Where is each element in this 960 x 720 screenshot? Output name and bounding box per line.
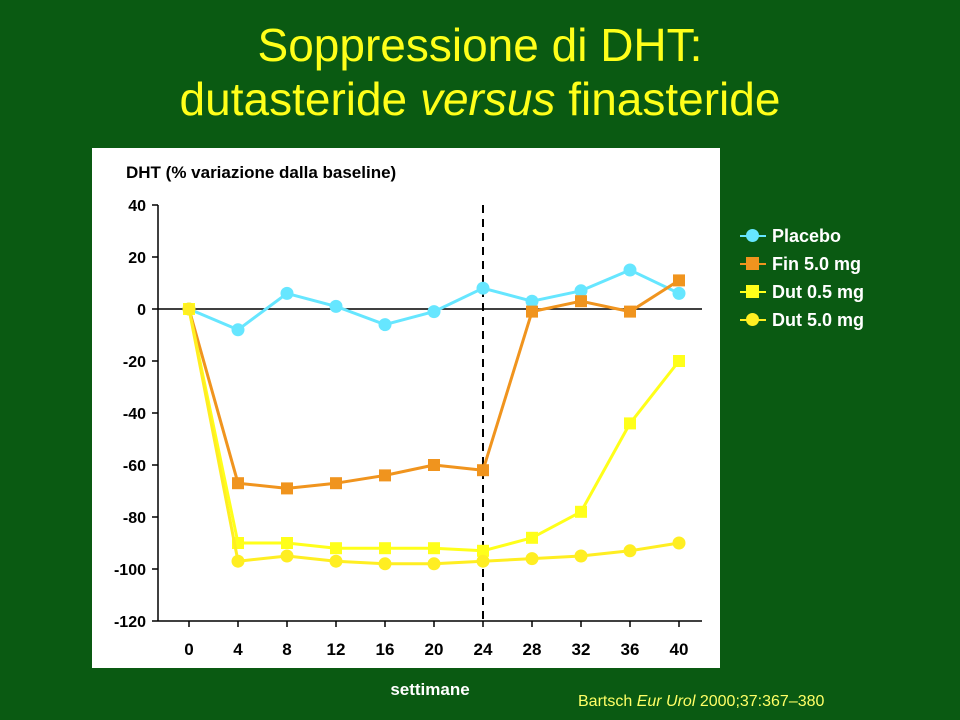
data-point — [232, 477, 244, 490]
data-point — [623, 544, 637, 558]
x-tick-label: 4 — [233, 640, 243, 659]
data-point — [428, 542, 440, 555]
data-point — [231, 323, 245, 337]
square-marker-icon — [746, 257, 759, 270]
data-point — [624, 305, 636, 318]
data-point — [477, 464, 489, 477]
series-line-1 — [188, 268, 680, 332]
legend-label: Dut 0.5 mg — [772, 282, 865, 302]
data-point — [525, 552, 539, 566]
data-point — [330, 477, 342, 490]
legend-label: Dut 5.0 mg — [772, 310, 865, 330]
data-point — [476, 281, 490, 295]
y-tick-label: -40 — [123, 406, 146, 423]
x-axis-label: settimane — [390, 680, 470, 699]
data-point — [476, 554, 490, 568]
legend-label: Fin 5.0 mg — [772, 254, 862, 274]
data-point — [280, 549, 294, 563]
title-line-2-italic: versus — [419, 73, 556, 125]
y-tick-label: -80 — [123, 510, 146, 527]
data-point — [329, 554, 343, 568]
citation: Bartsch Eur Urol 2000;37:367–380. — [578, 693, 829, 711]
citation-journal: Eur Urol — [636, 693, 696, 710]
series-line-3 — [187, 308, 681, 553]
y-tick-label: 0 — [137, 302, 146, 319]
title-line-1: Soppressione di DHT: — [257, 19, 703, 71]
square-marker-icon — [746, 285, 759, 298]
citation-ref: 2000;37:367–380 — [699, 693, 825, 710]
x-tick-label: 8 — [282, 640, 291, 659]
data-point — [427, 305, 441, 319]
data-point — [330, 542, 342, 555]
data-point — [526, 305, 538, 318]
x-tick-label: 32 — [572, 640, 591, 659]
x-tick-label: 28 — [523, 640, 542, 659]
data-point — [575, 505, 587, 518]
y-tick-label: 40 — [128, 198, 146, 215]
circle-marker-icon — [746, 229, 759, 242]
y-tick-label: -60 — [123, 458, 146, 475]
slide-title: Soppressione di DHT: dutasteride versus … — [0, 18, 960, 126]
citation-dot: . — [824, 693, 829, 710]
data-point — [477, 544, 489, 557]
x-tick-label: 36 — [621, 640, 640, 659]
data-point — [281, 537, 293, 549]
x-tick-label: 24 — [474, 640, 493, 659]
data-point — [574, 284, 588, 298]
y-tick-label: -20 — [123, 354, 146, 371]
data-point — [378, 557, 392, 571]
data-point — [624, 417, 636, 430]
data-point — [379, 542, 391, 555]
title-line-2-pre: dutasteride — [179, 73, 420, 125]
y-tick-label: 20 — [128, 250, 146, 267]
data-point — [672, 286, 686, 300]
data-point — [623, 263, 637, 277]
data-point — [672, 536, 686, 550]
x-tick-label: 12 — [327, 640, 346, 659]
data-point — [575, 295, 587, 308]
y-axis-label: DHT (% variazione dalla baseline) — [126, 163, 396, 182]
y-tick-label: -120 — [114, 614, 146, 631]
title-line-2: dutasteride versus finasteride — [0, 72, 960, 126]
data-point — [281, 482, 293, 495]
x-tick-label: 16 — [376, 640, 395, 659]
series-line-4 — [187, 308, 680, 566]
x-tick-label: 20 — [425, 640, 444, 659]
data-point — [182, 302, 196, 316]
circle-marker-icon — [746, 313, 759, 326]
dht-line-chart: DHT (% variazione dalla baseline)40200-2… — [114, 163, 702, 659]
y-tick-label: -100 — [114, 562, 146, 579]
data-point — [231, 554, 245, 568]
data-point — [427, 557, 441, 571]
legend-label: Placebo — [772, 226, 842, 246]
data-point — [673, 355, 685, 367]
title-line-2-post: finasteride — [555, 73, 781, 125]
x-tick-label: 40 — [670, 640, 689, 659]
data-point — [526, 531, 538, 544]
data-point — [280, 286, 294, 300]
data-point — [574, 549, 588, 563]
data-point — [525, 294, 539, 308]
data-point — [428, 459, 440, 471]
data-point — [379, 469, 391, 482]
chart-panel: DHT (% variazione dalla baseline) 40 20 0 -2… — [92, 148, 720, 668]
data-point — [329, 299, 343, 313]
data-point — [378, 318, 392, 332]
citation-author: Bartsch — [578, 693, 633, 710]
x-tick-label: 0 — [184, 640, 193, 659]
data-point — [673, 274, 685, 287]
